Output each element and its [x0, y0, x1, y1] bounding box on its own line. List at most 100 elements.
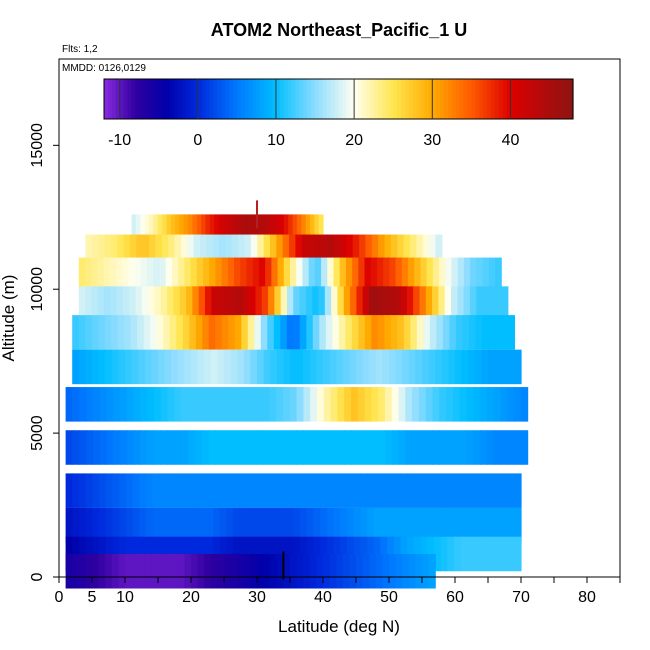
heatmap-cell — [339, 234, 347, 270]
heatmap-cell — [318, 286, 326, 321]
heatmap-cell — [487, 507, 495, 543]
heatmap-cell — [427, 507, 435, 543]
heatmap-cell — [192, 214, 198, 249]
heatmap-cell — [321, 257, 328, 293]
colorbar-segment — [533, 79, 539, 119]
heatmap-cell — [164, 553, 172, 589]
heatmap-cell — [408, 257, 415, 293]
colorbar-segment — [115, 79, 121, 119]
heatmap-cell — [171, 257, 179, 293]
colorbar-segment — [197, 79, 203, 119]
colorbar-segment — [514, 79, 519, 119]
heatmap-cell — [72, 315, 80, 350]
heatmap-cell — [416, 234, 424, 270]
heatmap-cell — [72, 473, 80, 508]
heatmap-cell — [124, 315, 132, 350]
heatmap-cell — [151, 349, 159, 385]
heatmap-cell — [364, 315, 372, 350]
heatmap-cell — [329, 349, 337, 385]
heatmap-cell — [267, 315, 275, 350]
heatmap-cell — [397, 315, 405, 350]
heatmap-cell — [208, 430, 216, 465]
heatmap-cell — [236, 286, 244, 321]
heatmap-cell — [369, 286, 376, 321]
heatmap-cell — [116, 286, 124, 321]
heatmap-cell — [286, 286, 294, 321]
heatmap-cell — [78, 257, 86, 293]
heatmap-cell — [349, 349, 357, 385]
heatmap-cell — [184, 553, 192, 589]
heatmap-cell — [191, 553, 199, 589]
heatmap-cell — [357, 430, 366, 465]
heatmap-cell — [303, 553, 311, 589]
heatmap-cell — [293, 473, 301, 508]
heatmap-cell — [487, 536, 495, 572]
colorbar-segment — [326, 79, 332, 119]
heatmap-cell — [290, 349, 298, 385]
heatmap-cell — [327, 234, 335, 270]
heatmap-cell — [400, 286, 408, 321]
colorbar-segment — [369, 79, 375, 119]
heatmap-cell — [305, 286, 313, 321]
heatmap-cell — [206, 507, 214, 543]
colorbar-segment — [260, 79, 265, 119]
heatmap-cell — [316, 430, 325, 465]
heatmap-cell — [255, 430, 264, 465]
x-tick-label: 5 — [88, 589, 97, 606]
heatmap-cell — [362, 286, 370, 321]
heatmap-cell — [306, 473, 314, 508]
heatmap-cell — [170, 214, 176, 249]
heatmap-cell — [493, 430, 502, 465]
colorbar-segment — [522, 79, 527, 119]
heatmap-cell — [323, 387, 332, 422]
heatmap-cell — [92, 430, 101, 465]
heatmap-cell — [160, 387, 169, 422]
heatmap-cell — [237, 553, 245, 589]
colorbar-segment — [225, 79, 230, 119]
heatmap-cell — [117, 315, 125, 350]
heatmap-cell — [177, 349, 185, 385]
heatmap-cell — [463, 286, 471, 321]
heatmap-cell — [167, 387, 175, 422]
colorbar-segment — [385, 79, 390, 119]
heatmap-cell — [312, 286, 320, 321]
heatmap-cell — [488, 349, 496, 385]
heatmap-cell — [422, 553, 430, 589]
heatmap-cell — [439, 430, 447, 465]
heatmap-cell — [420, 473, 428, 508]
heatmap-cell — [144, 349, 152, 385]
heatmap-cell — [246, 507, 254, 543]
colorbar-segment — [432, 79, 437, 119]
heatmap-cell — [252, 257, 260, 293]
colorbar-segment — [334, 79, 340, 119]
heatmap-cell — [360, 473, 368, 508]
heatmap-cell — [486, 387, 495, 422]
y-axis: 0 5000 10000 15000 — [29, 123, 59, 581]
heatmap-cell — [143, 315, 151, 350]
heatmap-cell — [494, 257, 502, 293]
heatmap-cell — [442, 315, 450, 350]
colorbar-segment — [236, 79, 242, 119]
heatmap-cell — [345, 315, 353, 350]
heatmap-cell — [112, 473, 120, 508]
heatmap-cell — [338, 315, 346, 350]
heatmap-cell — [224, 553, 232, 589]
heatmap-cell — [320, 234, 328, 270]
colorbar-segment — [377, 79, 383, 119]
heatmap-cell — [78, 286, 86, 321]
colorbar-segment — [502, 79, 508, 119]
colorbar-segment — [268, 79, 273, 119]
colorbar-segment — [299, 79, 304, 119]
heatmap-cell — [352, 257, 359, 293]
colorbar-segment — [537, 79, 543, 119]
heatmap-cell — [308, 234, 316, 270]
heatmap-cell — [230, 553, 238, 589]
heatmap-cell — [204, 349, 212, 385]
heatmap-cell — [418, 430, 427, 465]
markers-layer — [256, 200, 285, 580]
colorbar-segment — [483, 79, 488, 119]
heatmap-cell — [384, 430, 393, 465]
heatmap-cell — [494, 473, 502, 508]
heatmap-cell — [360, 507, 368, 543]
